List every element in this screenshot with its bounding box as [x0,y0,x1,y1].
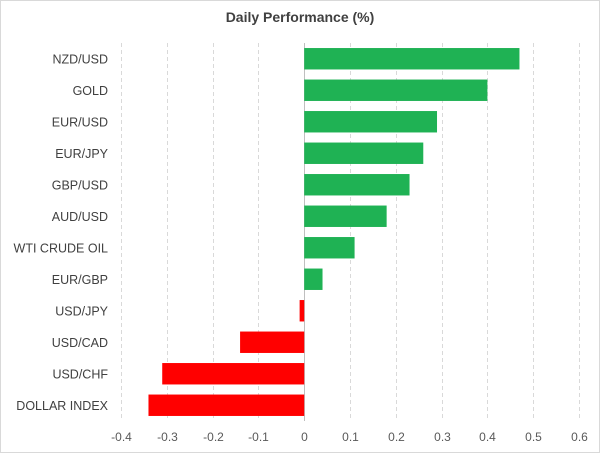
x-tick-label: -0.1 [248,430,269,444]
category-label: AUD/USD [52,210,108,224]
category-label: GOLD [73,84,108,98]
category-label: DOLLAR INDEX [16,399,108,413]
x-tick-label: 0 [301,430,308,444]
bar [299,300,305,322]
category-label: EUR/GBP [52,273,108,287]
chart-title: Daily Performance (%) [225,9,375,25]
category-label: USD/CAD [52,336,108,350]
bar [304,142,424,164]
bar [304,205,387,227]
x-tick-label: 0.3 [434,430,451,444]
x-tick-labels: -0.4 -0.3 -0.2 -0.1 0 0.1 0.2 0.3 0.4 0.5 0.6 [111,430,588,444]
bar [240,331,305,353]
category-label: EUR/USD [52,115,108,129]
category-label: GBP/USD [52,178,108,192]
x-tick-label: -0.2 [203,430,224,444]
bar [304,48,520,70]
bar [304,174,410,196]
category-label: USD/JPY [55,304,108,318]
gridlines [121,43,580,421]
bar [148,394,305,416]
bar [304,79,488,101]
x-tick-label: 0.6 [571,430,588,444]
category-label: NZD/USD [52,52,108,66]
bar [304,111,438,133]
x-tick-label: -0.3 [157,430,178,444]
x-tick-label: 0.5 [525,430,542,444]
bars [148,48,520,416]
category-labels: NZD/USD GOLD EUR/USD EUR/JPY GBP/USD AUD/USD W… [14,52,109,413]
x-tick-label: 0.4 [479,430,496,444]
category-label: WTI CRUDE OIL [14,241,108,255]
category-label: USD/CHF [52,367,108,381]
bar [304,268,323,290]
x-tick-label: 0.2 [388,430,405,444]
bar [162,363,305,385]
category-label: EUR/JPY [55,147,108,161]
bar [304,237,355,259]
x-tick-label: -0.4 [111,430,132,444]
x-tick-label: 0.1 [342,430,359,444]
